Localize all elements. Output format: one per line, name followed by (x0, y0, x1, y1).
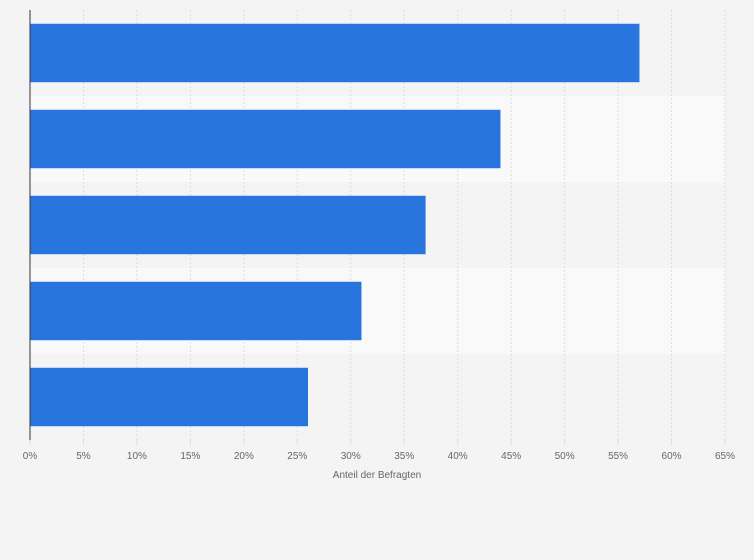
bar (30, 109, 501, 169)
x-tick-label: 35% (394, 451, 414, 462)
x-axis-title: Anteil der Befragten (333, 470, 421, 481)
x-tick-label: 15% (180, 451, 200, 462)
x-tick-label: 25% (287, 451, 307, 462)
x-tick-label: 0% (23, 451, 38, 462)
x-tick-label: 40% (448, 451, 468, 462)
bar (30, 195, 426, 255)
bars (30, 23, 640, 427)
bar (30, 281, 362, 341)
x-tick-labels: 0% 5% 10% 15% 20% 25% 30% 35% 40% 45% 50% 55% 60% 65% (23, 440, 735, 462)
x-tick-label: 65% (715, 451, 735, 462)
x-tick-label: 50% (555, 451, 575, 462)
bar (30, 23, 640, 83)
x-tick-label: 45% (501, 451, 521, 462)
x-tick-label: 20% (234, 451, 254, 462)
x-tick-label: 10% (127, 451, 147, 462)
x-tick-label: 55% (608, 451, 628, 462)
x-tick-label: 30% (341, 451, 361, 462)
x-tick-label: 60% (662, 451, 682, 462)
x-tick-label: 5% (76, 451, 91, 462)
bar (30, 367, 308, 427)
